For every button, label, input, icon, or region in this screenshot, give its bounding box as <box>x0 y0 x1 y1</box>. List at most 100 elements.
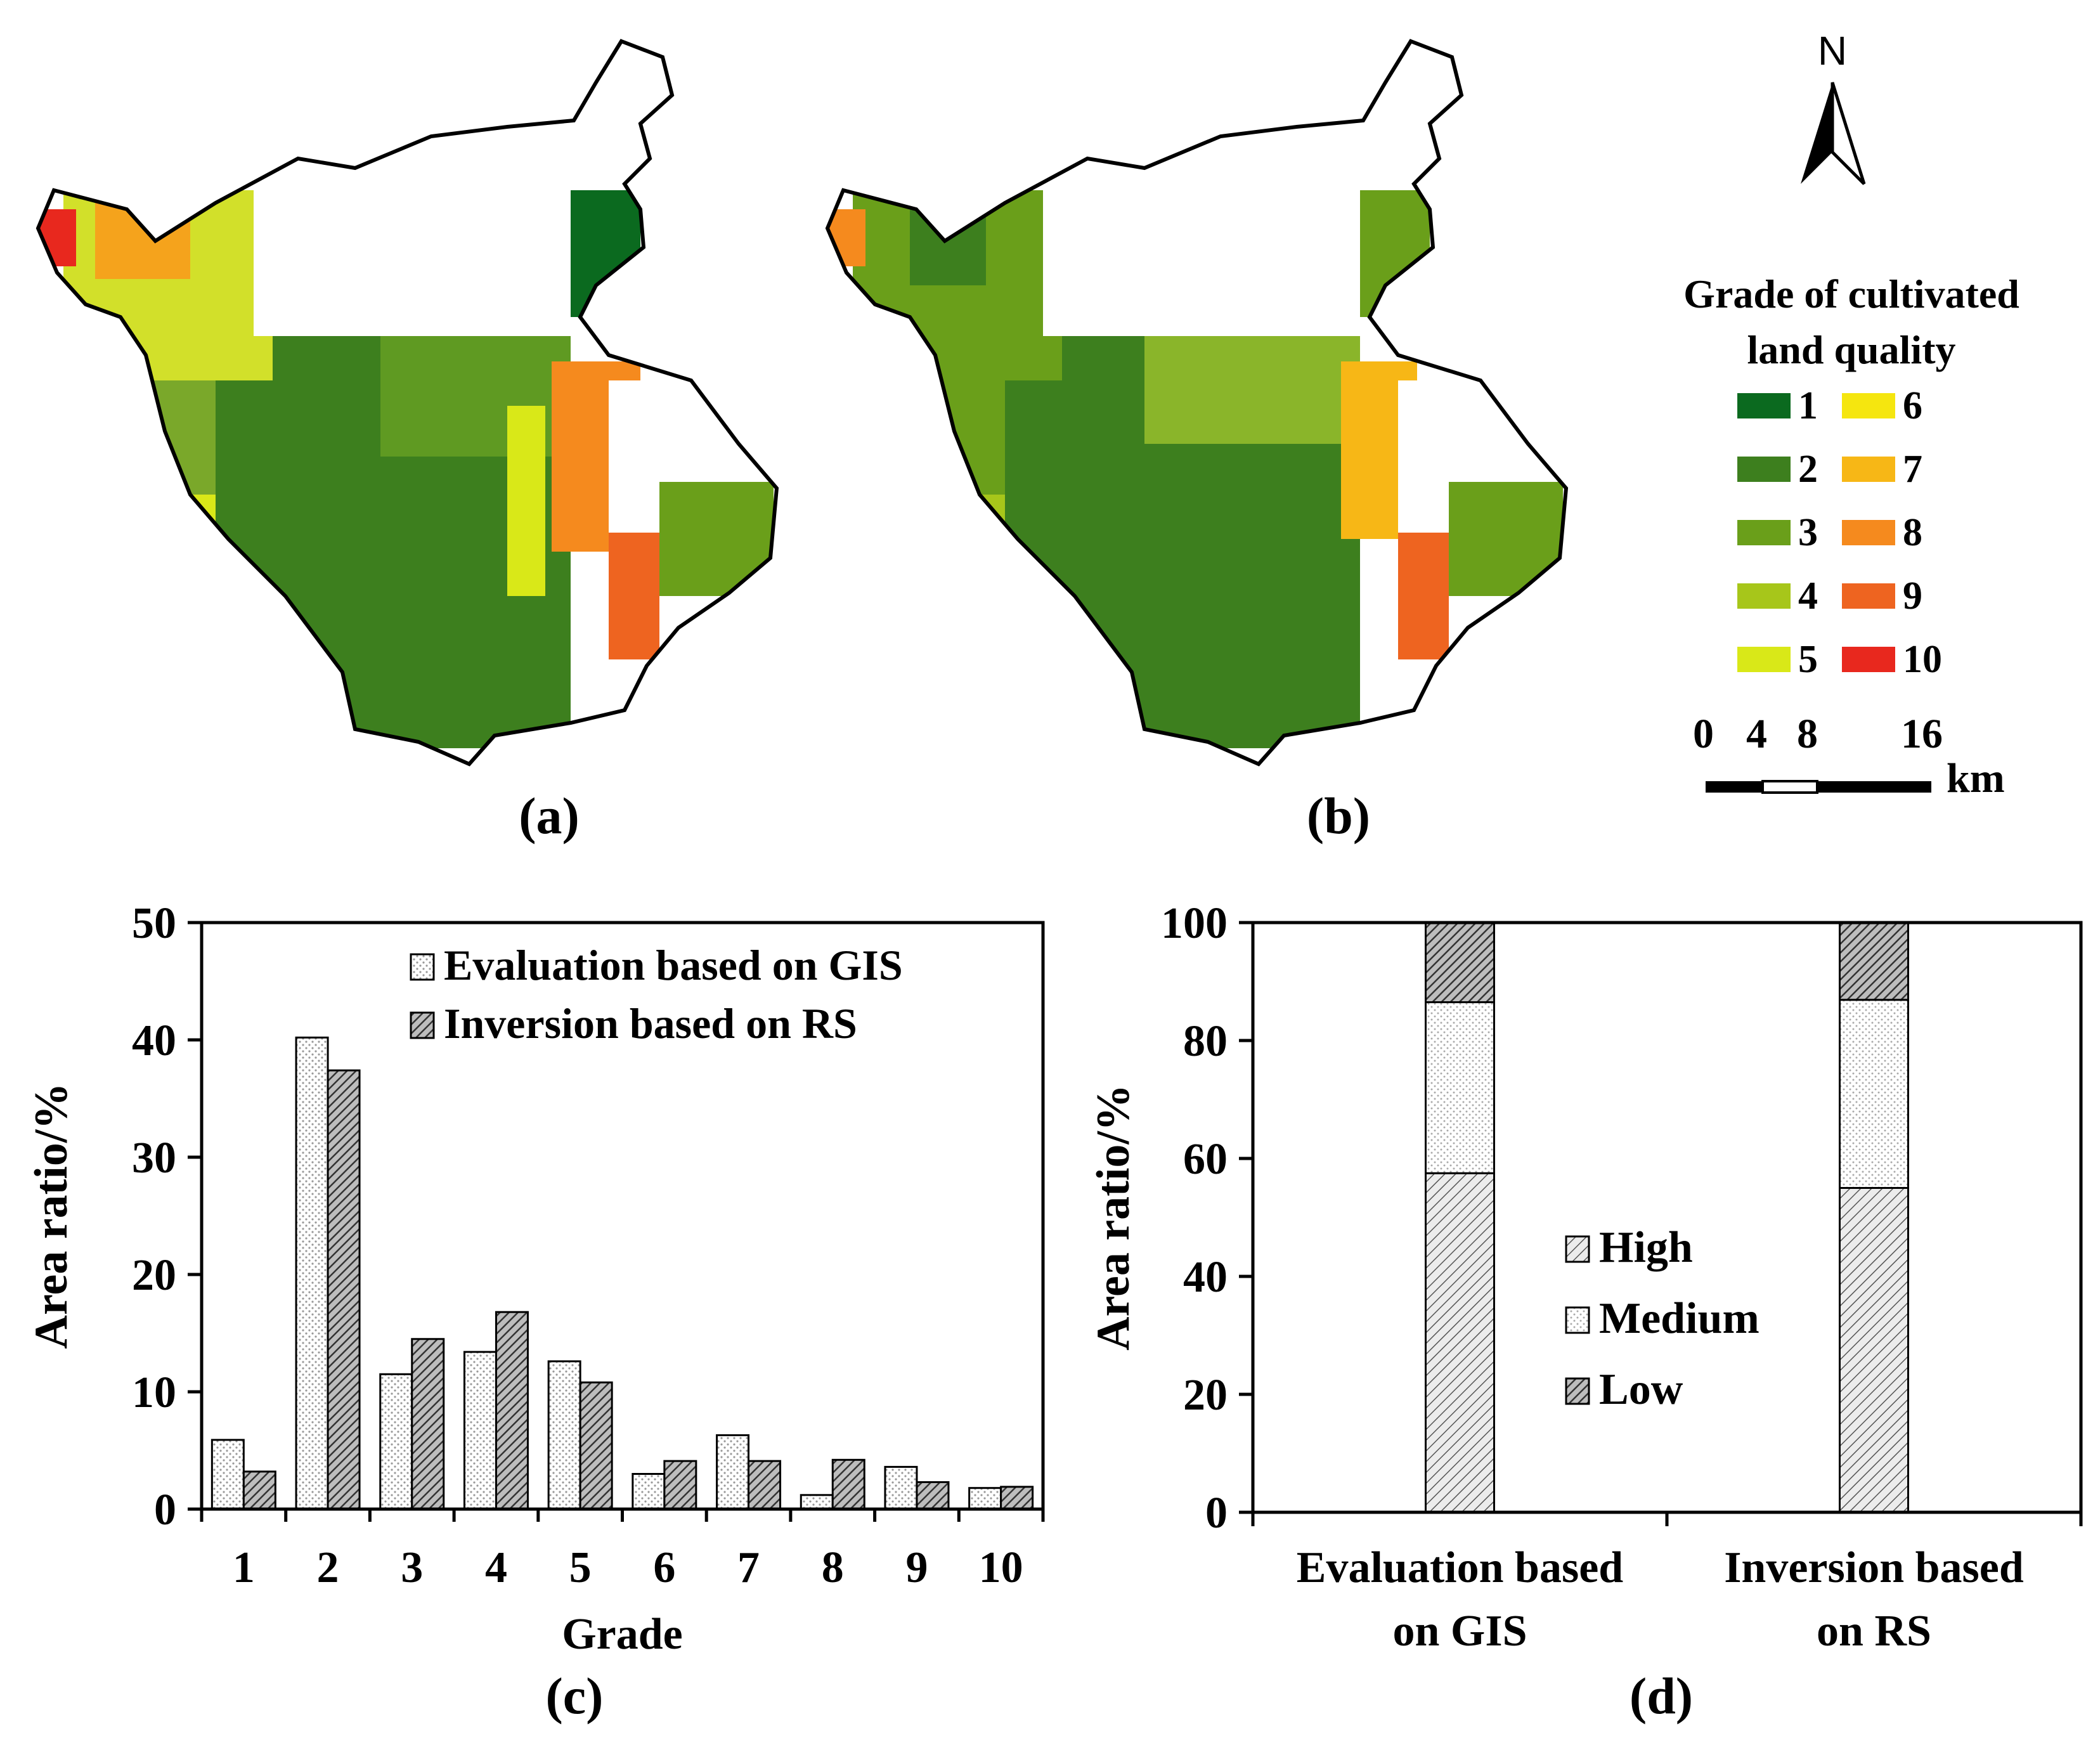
bar <box>916 1481 950 1510</box>
legend-label: Inversion based on RS <box>444 999 857 1047</box>
bar <box>463 1351 497 1510</box>
bar <box>495 1311 529 1510</box>
grade-legend-item: 6 <box>1842 384 1922 427</box>
grade-legend-item: 9 <box>1842 574 1922 618</box>
scale-unit: km <box>1947 755 2005 801</box>
grade-swatch <box>1842 457 1895 482</box>
y-tick-label: 80 <box>1183 1017 1228 1066</box>
y-tick-label: 40 <box>1183 1253 1228 1302</box>
map-a-region <box>609 533 659 659</box>
legend-swatch <box>1565 1306 1590 1334</box>
bar <box>748 1460 782 1510</box>
legend-label: Medium <box>1599 1294 1759 1343</box>
bar <box>327 1069 361 1510</box>
y-tick-label: 0 <box>154 1486 176 1534</box>
scale-label-8: 8 <box>1797 711 1818 757</box>
y-axis-label: Area ratio/% <box>1087 1084 1139 1351</box>
bar <box>716 1434 750 1510</box>
map-a <box>36 39 779 767</box>
grade-swatch <box>1842 647 1895 672</box>
map-b-region <box>1398 533 1449 659</box>
grade-legend-item: 1 <box>1737 384 1818 427</box>
y-tick-label: 60 <box>1183 1135 1228 1184</box>
bar <box>800 1494 834 1510</box>
stacked-bar-segment <box>1839 921 1909 1001</box>
grade-legend-item: 4 <box>1737 574 1818 618</box>
chart-c: 0 10 20 30 40 50 1 2 3 4 5 6 7 8 9 10 Grade Area ratio/% E… <box>25 899 1045 1659</box>
x-tick-label: 6 <box>653 1543 675 1592</box>
grade-swatch <box>1842 393 1895 418</box>
map-b <box>825 39 1569 767</box>
x-tick-label: 3 <box>401 1543 423 1592</box>
north-arrow-outline-icon <box>1831 82 1866 185</box>
scale-label-4: 4 <box>1746 711 1767 757</box>
x-tick-label: 9 <box>905 1543 928 1592</box>
y-tick-label: 50 <box>132 899 176 948</box>
legend-swatch <box>410 953 435 981</box>
plot-frame <box>200 921 1045 1511</box>
grade-swatch <box>1842 583 1895 609</box>
chart-c-label: (c) <box>545 1667 604 1725</box>
legend-title-line1: Grade of cultivated <box>1683 271 2019 316</box>
north-arrow-shape-icon <box>1801 82 1832 184</box>
map-a-outline <box>36 39 779 767</box>
legend-swatch <box>410 1011 435 1039</box>
scale-bar <box>1706 780 1931 794</box>
x-tick-label: 1 <box>233 1543 255 1592</box>
grade-legend-item: 7 <box>1842 448 1922 491</box>
y-tick-label: 100 <box>1161 899 1228 948</box>
grade-swatch <box>1737 583 1791 609</box>
scale-segment <box>1817 781 1931 793</box>
x-tick-label: on RS <box>1817 1607 1931 1656</box>
scale-segment <box>1706 781 1763 793</box>
bar <box>968 1487 1002 1510</box>
north-arrow: N <box>1801 28 1866 185</box>
x-tick-label: on GIS <box>1392 1607 1527 1656</box>
x-tick-label: 4 <box>485 1543 507 1592</box>
grade-swatch <box>1737 457 1791 482</box>
y-tick-label: 0 <box>1205 1489 1228 1538</box>
y-tick-label: 30 <box>132 1134 176 1183</box>
chart-d-label: (d) <box>1629 1667 1694 1725</box>
bar <box>884 1465 918 1510</box>
legend-title-line2: land quality <box>1747 327 1956 372</box>
grade-swatch <box>1842 520 1895 545</box>
y-tick-label: 40 <box>132 1016 176 1065</box>
bar <box>663 1460 697 1510</box>
y-axis-label: Area ratio/% <box>25 1083 77 1349</box>
legend-swatch <box>1565 1377 1590 1405</box>
bar <box>632 1473 666 1510</box>
legend-label: Evaluation based on GIS <box>444 941 903 989</box>
map-b-region <box>1043 178 1360 336</box>
bar <box>211 1439 245 1510</box>
y-tick-label: 20 <box>132 1251 176 1300</box>
bar <box>379 1373 413 1510</box>
grade-legend-item: 2 <box>1737 448 1818 491</box>
x-tick-label: 10 <box>979 1543 1023 1592</box>
bar <box>831 1458 865 1510</box>
grade-swatch <box>1737 647 1791 672</box>
y-tick-label: 10 <box>132 1368 176 1417</box>
bar <box>547 1360 581 1510</box>
stacked-bar-segment <box>1425 921 1495 1004</box>
x-tick-label: 7 <box>737 1543 760 1592</box>
map-b-region <box>1449 482 1563 596</box>
grade-swatch <box>1737 393 1791 418</box>
x-tick-label: 5 <box>569 1543 592 1592</box>
grade-legend-item: 8 <box>1842 511 1922 554</box>
chart-d: 0 20 40 60 80 100 Evaluation based on GIS Invers… <box>1087 899 2083 1656</box>
scale-label-0: 0 <box>1693 711 1714 757</box>
bar <box>295 1036 329 1510</box>
map-a-label: (a) <box>519 787 580 845</box>
map-b-label: (b) <box>1306 787 1371 845</box>
x-axis-label: Grade <box>562 1610 683 1659</box>
stacked-bar-segment <box>1839 999 1909 1190</box>
map-a-region <box>95 203 190 279</box>
map-a-region <box>507 406 545 596</box>
bar <box>411 1338 445 1510</box>
x-tick-label: 2 <box>317 1543 339 1592</box>
legend-label: High <box>1599 1223 1693 1272</box>
stacked-bar-segment <box>1839 1187 1909 1514</box>
scale-segment <box>1761 780 1818 794</box>
legend-label: Low <box>1599 1365 1683 1414</box>
